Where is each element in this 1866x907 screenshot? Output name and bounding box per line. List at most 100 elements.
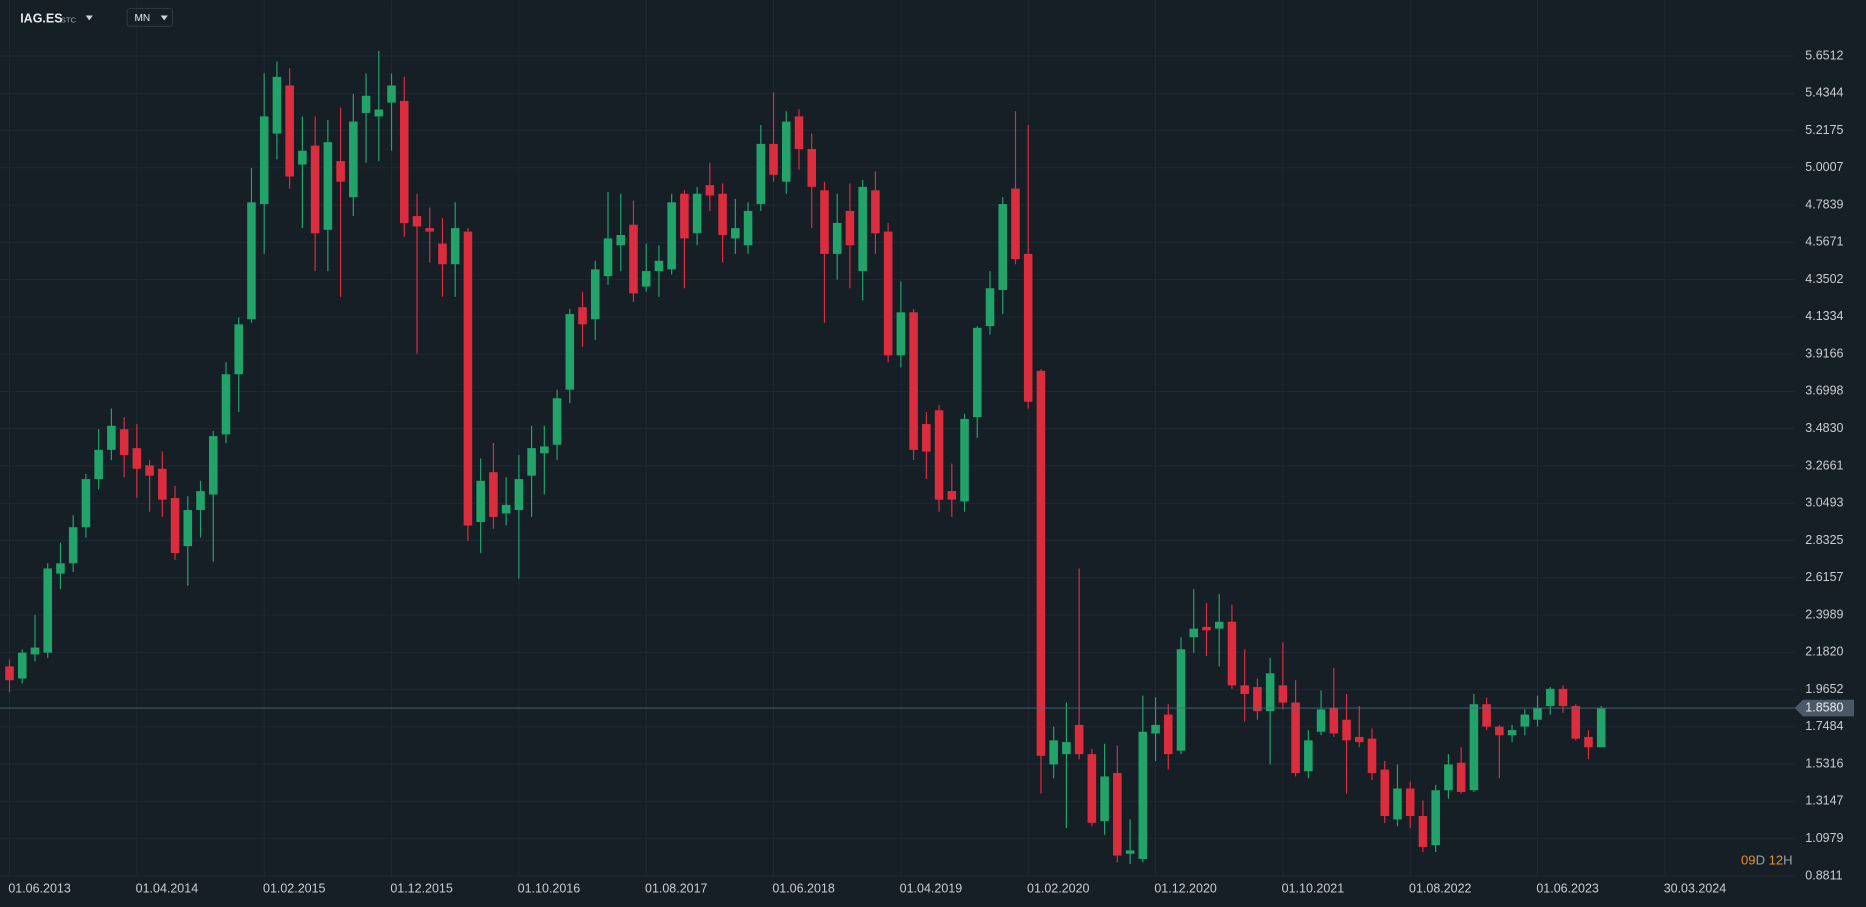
candle-body bbox=[705, 185, 715, 196]
candle-body bbox=[1125, 850, 1135, 854]
candle-body bbox=[247, 202, 256, 320]
candle-body bbox=[871, 190, 880, 234]
x-tick-label: 01.02.2020 bbox=[1027, 881, 1090, 895]
candle-body bbox=[94, 449, 103, 480]
y-tick-label: 1.9652 bbox=[1805, 682, 1843, 696]
symbol-dropdown[interactable] bbox=[85, 15, 93, 21]
candle-body bbox=[540, 446, 549, 454]
x-tick-label: 01.04.2014 bbox=[136, 881, 199, 895]
y-tick-label: 1.5316 bbox=[1805, 756, 1843, 770]
candle-body bbox=[1482, 704, 1491, 727]
y-tick-label: 2.6157 bbox=[1805, 570, 1843, 584]
candle-body bbox=[43, 568, 53, 653]
candle-body bbox=[1278, 685, 1288, 703]
candle-body bbox=[616, 234, 626, 246]
y-tick-label: 5.0007 bbox=[1805, 160, 1843, 174]
candle-body bbox=[641, 271, 651, 287]
candle-body bbox=[1596, 708, 1606, 748]
candle-body bbox=[323, 142, 333, 230]
x-tick-label: 01.06.2018 bbox=[772, 881, 835, 895]
y-tick-label: 1.7484 bbox=[1805, 719, 1843, 733]
candle-body bbox=[1176, 649, 1186, 751]
candle-body bbox=[1507, 730, 1517, 736]
candle-body bbox=[858, 186, 867, 272]
x-tick-label: 01.10.2021 bbox=[1282, 881, 1345, 895]
symbol[interactable]: IAG.ES bbox=[20, 11, 62, 25]
candle-body bbox=[1393, 788, 1402, 820]
candle-body bbox=[132, 448, 142, 469]
candle-body bbox=[680, 193, 689, 239]
candle-body bbox=[960, 418, 969, 502]
candle-body bbox=[1444, 764, 1453, 791]
candle-body bbox=[5, 666, 14, 681]
current-price-tag bbox=[1794, 699, 1855, 717]
y-tick-label: 3.2661 bbox=[1805, 458, 1843, 472]
candle-body bbox=[1304, 740, 1313, 772]
candle-body bbox=[285, 85, 294, 177]
candle-body bbox=[731, 228, 740, 239]
candle-body bbox=[769, 143, 778, 175]
candle-body bbox=[1431, 790, 1440, 846]
x-tick-label: 01.08.2017 bbox=[645, 881, 708, 895]
candle-body bbox=[272, 76, 282, 134]
candle-body bbox=[450, 228, 460, 265]
y-tick-label: 4.1334 bbox=[1805, 309, 1843, 323]
candle-body bbox=[1558, 688, 1568, 706]
candle-body bbox=[158, 468, 167, 500]
candle-body bbox=[1545, 688, 1555, 706]
candle-body bbox=[896, 312, 906, 356]
countdown-days: 09 bbox=[1741, 853, 1756, 868]
candle-body bbox=[590, 269, 600, 320]
candle-body bbox=[298, 150, 307, 165]
candle-body bbox=[565, 314, 575, 390]
candle-body bbox=[438, 243, 447, 265]
y-tick-label: 5.6512 bbox=[1805, 48, 1843, 62]
interval-dropdown[interactable] bbox=[160, 15, 168, 21]
candle-body bbox=[998, 204, 1008, 290]
candle-body bbox=[1495, 726, 1504, 736]
candle-body bbox=[17, 652, 27, 679]
candle-body bbox=[1316, 709, 1326, 732]
y-tick-label: 5.2175 bbox=[1805, 123, 1843, 137]
candle-body bbox=[1227, 621, 1237, 686]
y-tick-label: 5.4344 bbox=[1805, 86, 1843, 100]
x-tick-label: 01.04.2019 bbox=[900, 881, 963, 895]
interval[interactable]: MN bbox=[134, 13, 150, 24]
y-tick-label: 2.8325 bbox=[1805, 533, 1843, 547]
y-tick-label: 2.3989 bbox=[1805, 607, 1843, 621]
candle-body bbox=[208, 436, 218, 495]
candle-body bbox=[221, 374, 231, 435]
candle-body bbox=[412, 216, 422, 227]
interval-box[interactable] bbox=[126, 7, 174, 27]
candle-body bbox=[909, 312, 918, 450]
candle-body bbox=[1036, 370, 1046, 756]
x-tick-label: 30.03.2024 bbox=[1664, 881, 1727, 895]
market: STC bbox=[61, 15, 77, 24]
candle-body bbox=[501, 504, 511, 514]
countdown-hours: 12 bbox=[1769, 853, 1784, 868]
candle-body bbox=[1367, 738, 1377, 774]
candle-body bbox=[985, 288, 995, 327]
candle-body bbox=[489, 472, 498, 517]
candle-body bbox=[514, 479, 524, 511]
candle-body bbox=[1380, 769, 1390, 816]
candle-body bbox=[1100, 776, 1109, 822]
y-tick-label: 4.3502 bbox=[1805, 272, 1843, 286]
candle-body bbox=[667, 202, 676, 270]
x-tick-label: 01.02.2015 bbox=[263, 881, 326, 895]
candle-body bbox=[1062, 742, 1071, 755]
candle-body bbox=[1023, 253, 1033, 402]
candle-body bbox=[820, 190, 829, 254]
candle-body bbox=[1074, 724, 1084, 755]
candle-body bbox=[578, 307, 587, 325]
y-tick-label: 0.8811 bbox=[1805, 868, 1842, 882]
candle-body bbox=[476, 480, 485, 523]
countdown: 09D 12H bbox=[1741, 853, 1793, 868]
candle-body bbox=[883, 231, 893, 356]
candle-body bbox=[68, 527, 78, 564]
candle-body bbox=[361, 95, 371, 113]
candle-body bbox=[629, 224, 638, 294]
countdown-days-unit: D bbox=[1756, 853, 1765, 868]
